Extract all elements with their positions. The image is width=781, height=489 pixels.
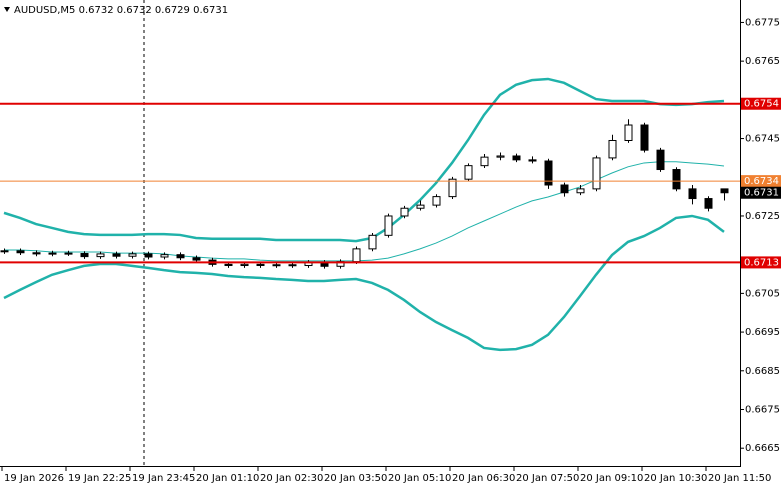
axis-labels: 0.6775 0.6765 0.6745 0.6725 0.6705 0.6695 0.66… <box>1 17 781 484</box>
candle-body <box>112 253 121 257</box>
candle-body <box>48 252 57 255</box>
candle-body <box>688 188 697 200</box>
x-tick-label: 20 Jan 10:30 <box>644 473 707 484</box>
x-tick-label: 20 Jan 11:50 <box>708 473 771 484</box>
candle-body <box>144 253 153 258</box>
candle-body <box>240 263 249 267</box>
candle-body <box>224 263 233 267</box>
candle-body <box>432 196 441 206</box>
x-tick-label: 20 Jan 06:30 <box>452 473 515 484</box>
candle-body <box>592 157 601 190</box>
x-tick-label: 20 Jan 03:50 <box>324 473 387 484</box>
candle-body <box>560 184 569 194</box>
candle-body <box>448 178 457 198</box>
x-tick-label: 20 Jan 09:10 <box>580 473 643 484</box>
candle-body <box>256 263 265 267</box>
y-tick-label: 0.6725 <box>745 211 780 222</box>
candle-body <box>64 252 73 255</box>
y-tick-label: 0.6705 <box>745 288 780 299</box>
candle-body <box>672 169 681 190</box>
candle-body <box>640 124 649 151</box>
candle-body <box>160 254 169 258</box>
current-price-label: 0.6731 <box>744 188 779 199</box>
x-tick-label: 20 Jan 02:30 <box>260 473 323 484</box>
x-tick-label: 20 Jan 05:10 <box>388 473 451 484</box>
price-level-tag <box>741 175 781 188</box>
y-tick-label: 0.6765 <box>745 56 780 67</box>
x-tick-label: 20 Jan 01:10 <box>196 473 259 484</box>
candle-body <box>464 165 473 180</box>
candle-body <box>656 149 665 171</box>
candle-body <box>528 159 537 162</box>
x-tick-label: 19 Jan 2026 <box>4 473 64 484</box>
y-tick-label: 0.6745 <box>745 134 780 145</box>
price-level-label: 0.6754 <box>744 99 779 110</box>
y-tick-label: 0.6675 <box>745 404 780 415</box>
candle-body <box>608 139 617 159</box>
candle-body <box>272 264 281 267</box>
plot-area <box>0 77 740 352</box>
y-tick-label: 0.6695 <box>745 327 780 338</box>
y-tick-label: 0.6665 <box>745 443 780 454</box>
band-upper <box>3 77 725 243</box>
price-level-label: 0.6713 <box>744 257 779 268</box>
candle-body <box>496 155 505 158</box>
y-tick-label: 0.6685 <box>745 366 780 377</box>
candle-body <box>288 264 297 267</box>
y-tick-label: 0.6775 <box>745 17 780 28</box>
candle-body <box>704 198 713 209</box>
x-tick-label: 19 Jan 23:45 <box>132 473 195 484</box>
candle-body <box>720 188 729 194</box>
candle-body <box>32 252 41 255</box>
chart-title: AUDUSD,M5 0.6732 0.6732 0.6729 0.6731 <box>14 5 228 16</box>
candle-body <box>624 124 633 141</box>
candle-body <box>192 257 201 261</box>
band-middle <box>4 161 725 262</box>
candle-body <box>352 248 361 263</box>
candle-body <box>368 234 377 250</box>
candle-body <box>0 250 9 253</box>
price-level-label: 0.6734 <box>744 176 779 187</box>
candle-body <box>512 155 521 161</box>
current-price-tag <box>741 186 781 199</box>
candle-body <box>176 254 185 259</box>
candle-body <box>576 188 585 194</box>
candle-body <box>480 156 489 167</box>
candle-body <box>384 215 393 236</box>
band-lower <box>3 214 725 352</box>
candle-body <box>544 160 553 186</box>
price-level-tag <box>741 97 781 110</box>
x-tick-label: 19 Jan 22:25 <box>68 473 131 484</box>
candle-body <box>416 204 425 209</box>
menu-arrow[interactable] <box>4 7 10 12</box>
candle-body <box>400 207 409 217</box>
x-tick-label: 20 Jan 07:50 <box>516 473 579 484</box>
candle-body <box>96 253 105 258</box>
price-level-tag <box>741 256 781 269</box>
candle-body <box>128 253 137 257</box>
candle-body <box>80 253 89 258</box>
candle-body <box>16 250 25 254</box>
